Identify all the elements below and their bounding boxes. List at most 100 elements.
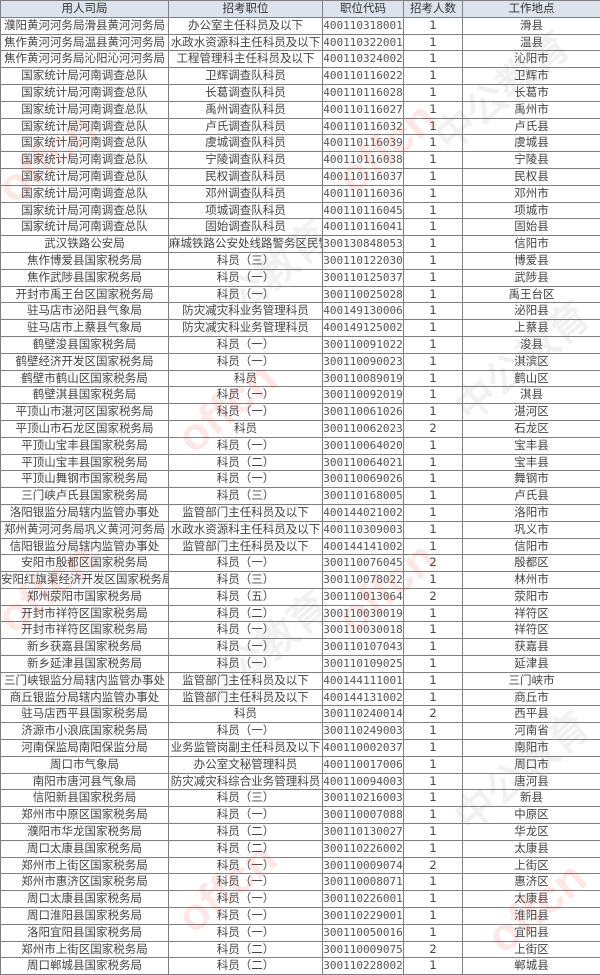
cell-position-code: 300110091022 (323, 336, 404, 353)
cell-headcount: 1 (404, 605, 463, 622)
cell-location: 新县 (463, 790, 600, 807)
cell-position: 科员（二） (169, 941, 323, 958)
cell-position-code: 300110009074 (323, 857, 404, 874)
cell-position-code: 400110324002 (323, 51, 404, 68)
cell-headcount: 1 (404, 790, 463, 807)
cell-position: 防灾减灾科综合业务管理科员 (169, 773, 323, 790)
cell-department: 郑州市中原区国家税务局 (1, 807, 169, 824)
header-location: 工作地点 (463, 1, 600, 18)
cell-position-code: 300110228002 (323, 958, 404, 975)
cell-headcount: 1 (404, 908, 463, 925)
cell-position: 科员（一） (169, 286, 323, 303)
cell-position: 科员 (169, 706, 323, 723)
header-position: 招考职位 (169, 1, 323, 18)
cell-department: 驻马店市上蔡县气象局 (1, 320, 169, 337)
cell-position-code: 300110064020 (323, 437, 404, 454)
cell-department: 洛阳银监分局辖内监管办事处 (1, 504, 169, 521)
cell-location: 林州市 (463, 572, 600, 589)
cell-headcount: 1 (404, 488, 463, 505)
cell-department: 鹤壁淇县国家税务局 (1, 387, 169, 404)
cell-location: 信阳市 (463, 236, 600, 253)
cell-department: 商丘银监分局辖内监管办事处 (1, 689, 169, 706)
cell-department: 焦作黄河河务局温县黄河河务局 (1, 34, 169, 51)
cell-department: 焦作博爱县国家税务局 (1, 252, 169, 269)
cell-position-code: 400110002037 (323, 740, 404, 757)
cell-position: 科员（五） (169, 588, 323, 605)
cell-location: 惠济区 (463, 874, 600, 891)
cell-department: 濮阳市华龙国家税务局 (1, 824, 169, 841)
cell-position: 科员（一） (169, 891, 323, 908)
cell-headcount: 1 (404, 521, 463, 538)
cell-position-code: 400110116022 (323, 68, 404, 85)
cell-headcount: 1 (404, 202, 463, 219)
cell-position: 宁陵调查队科员 (169, 152, 323, 169)
cell-location: 殷都区 (463, 555, 600, 572)
cell-headcount: 1 (404, 84, 463, 101)
cell-location: 武陟县 (463, 269, 600, 286)
cell-location: 邓州市 (463, 185, 600, 202)
cell-position-code: 400110094003 (323, 773, 404, 790)
cell-headcount: 2 (404, 706, 463, 723)
cell-position-code: 300110076045 (323, 555, 404, 572)
cell-position-code: 300110050016 (323, 924, 404, 941)
cell-department: 国家统计局河南调查总队 (1, 152, 169, 169)
cell-position-code: 300110216003 (323, 790, 404, 807)
cell-position-code: 300110229001 (323, 908, 404, 925)
cell-position: 防灾减灾科业务管理科员 (169, 303, 323, 320)
cell-department: 安阳市殷都区国家税务局 (1, 555, 169, 572)
cell-headcount: 1 (404, 68, 463, 85)
cell-position-code: 400110322001 (323, 34, 404, 51)
cell-position: 科员（一） (169, 387, 323, 404)
cell-location: 宁陵县 (463, 152, 600, 169)
cell-position: 科员（一） (169, 924, 323, 941)
cell-position-code: 400110017006 (323, 756, 404, 773)
cell-location: 淮阳县 (463, 908, 600, 925)
cell-position: 科员（二） (169, 840, 323, 857)
cell-position-code: 300110168005 (323, 488, 404, 505)
cell-position: 防灾减灾科业务管理科员 (169, 320, 323, 337)
cell-headcount: 1 (404, 689, 463, 706)
cell-position: 工程管理科主任科员及以下 (169, 51, 323, 68)
cell-position: 监管部门主任科员及以下 (169, 672, 323, 689)
cell-position: 科员（一） (169, 622, 323, 639)
cell-location: 泌阳县 (463, 303, 600, 320)
cell-position-code: 400110116041 (323, 219, 404, 236)
cell-department: 濮阳黄河河务局滑县黄河河务局 (1, 17, 169, 34)
cell-position-code: 400110116037 (323, 168, 404, 185)
cell-position: 科员（三） (169, 488, 323, 505)
cell-headcount: 1 (404, 639, 463, 656)
cell-position-code: 300110226001 (323, 891, 404, 908)
cell-headcount: 1 (404, 471, 463, 488)
cell-department: 国家统计局河南调查总队 (1, 118, 169, 135)
cell-headcount: 1 (404, 824, 463, 841)
cell-headcount: 1 (404, 219, 463, 236)
cell-position-code: 400110116032 (323, 118, 404, 135)
cell-headcount: 1 (404, 891, 463, 908)
cell-department: 三门峡银监分局辖内监管办事处 (1, 672, 169, 689)
cell-position: 水政水资源科主任科员及以下 (169, 521, 323, 538)
cell-position: 业务监管岗副主任科员及以下 (169, 740, 323, 757)
cell-department: 郑州市惠济区国家税务局 (1, 874, 169, 891)
cell-position: 监管部门主任科员及以下 (169, 689, 323, 706)
cell-headcount: 1 (404, 336, 463, 353)
cell-location: 禹王台区 (463, 286, 600, 303)
cell-location: 禹州市 (463, 101, 600, 118)
